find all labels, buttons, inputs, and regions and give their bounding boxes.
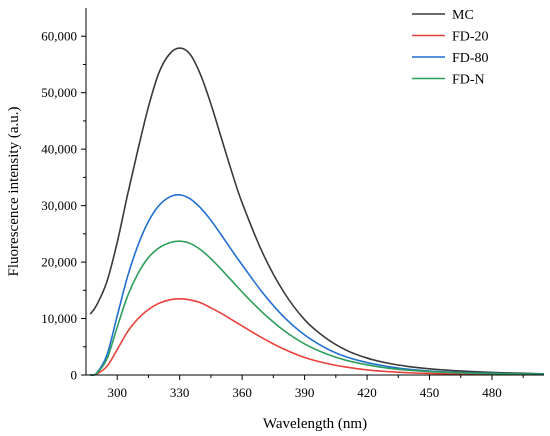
y-tick-label: 10,000 (41, 311, 77, 326)
series-line-fd-20 (90, 297, 545, 376)
series-line-fd-n (89, 240, 545, 376)
series-line-fd-80 (89, 194, 545, 377)
legend-label: MC (452, 8, 474, 23)
x-tick-label: 450 (420, 385, 440, 400)
legend-label: FD-20 (452, 30, 489, 45)
series-line-mc (89, 47, 545, 375)
y-tick-label: 0 (71, 368, 78, 383)
y-ticks: 0 10,000 20,000 30,000 40,000 50,000 60,000 (41, 29, 86, 383)
legend-label: FD-80 (452, 51, 489, 66)
y-axis-title: Fluorescence intensity (a.u.) (6, 107, 22, 277)
x-ticks: 300 330 360 390 420 450 480 (107, 375, 524, 400)
y-tick-label: 50,000 (41, 85, 77, 100)
curves-layer (89, 47, 545, 377)
x-tick-label: 360 (232, 385, 252, 400)
x-axis-title: Wavelength (nm) (263, 416, 367, 432)
x-tick-label: 330 (170, 385, 190, 400)
legend-label: FD-N (452, 73, 485, 88)
y-tick-label: 40,000 (41, 142, 77, 157)
legend: MC FD-20 FD-80 FD-N (412, 8, 489, 88)
x-tick-label: 390 (295, 385, 315, 400)
x-tick-label: 300 (107, 385, 127, 400)
x-tick-label: 420 (357, 385, 377, 400)
y-tick-label: 20,000 (41, 255, 77, 270)
y-tick-label: 30,000 (41, 198, 77, 213)
x-tick-label: 480 (482, 385, 502, 400)
y-tick-label: 60,000 (41, 29, 77, 44)
